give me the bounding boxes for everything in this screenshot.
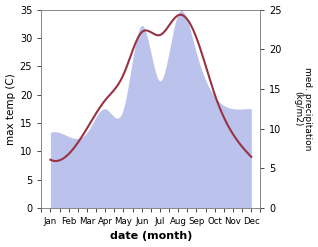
X-axis label: date (month): date (month) [110, 231, 192, 242]
Y-axis label: med. precipitation
(kg/m2): med. precipitation (kg/m2) [293, 67, 313, 150]
Y-axis label: max temp (C): max temp (C) [5, 73, 16, 144]
